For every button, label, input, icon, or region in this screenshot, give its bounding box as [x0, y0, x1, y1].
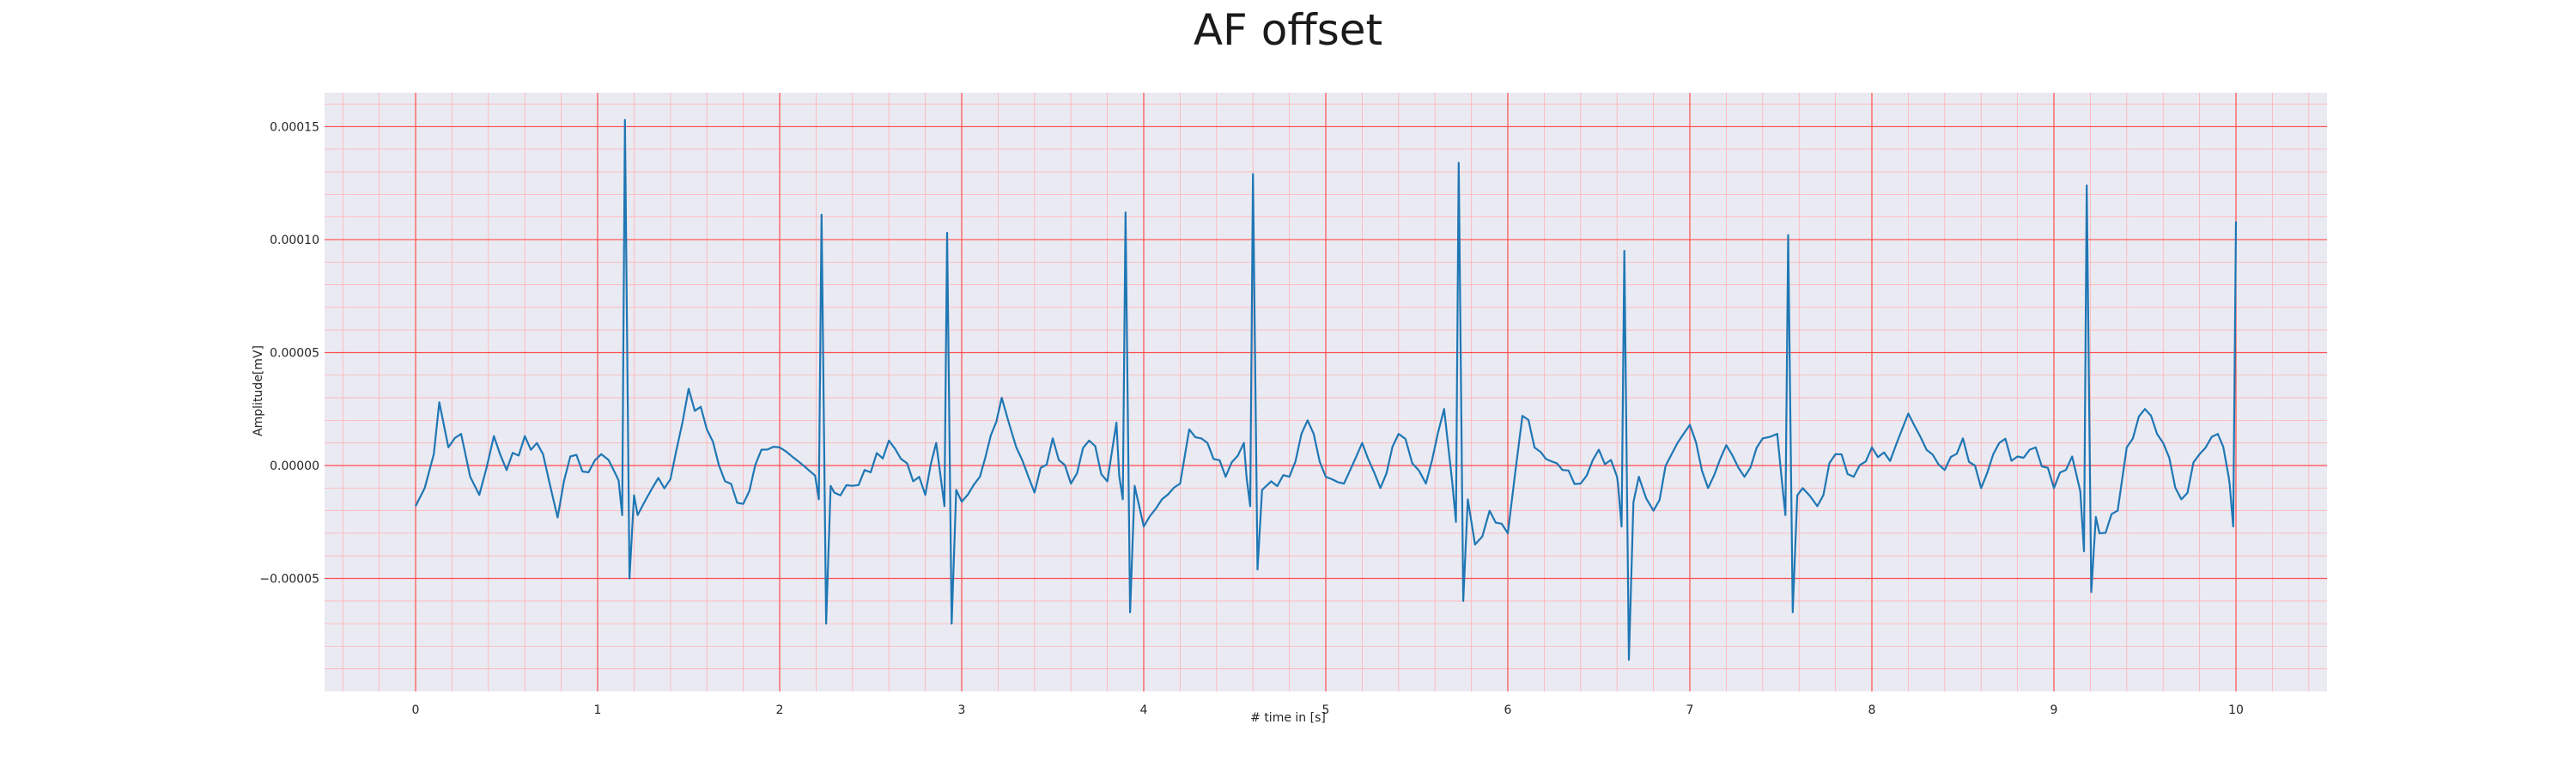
y-tick-label: 0.00005 [270, 346, 319, 360]
y-tick-label: 0.00010 [270, 234, 319, 247]
x-tick-label: 8 [1868, 703, 1876, 717]
x-tick-label: 10 [2228, 703, 2244, 717]
x-axis-ticks: 0 1 2 3 4 5 6 7 8 9 10 [412, 703, 2244, 717]
x-tick-label: 6 [1504, 703, 1512, 717]
x-tick-label: 9 [2050, 703, 2058, 717]
x-tick-label: 4 [1140, 703, 1148, 717]
y-axis-label: Amplitude[mV] [252, 345, 265, 436]
y-tick-label: 0.00015 [270, 120, 319, 134]
x-tick-label: 5 [1322, 703, 1330, 717]
x-tick-label: 0 [412, 703, 420, 717]
series-line-ecg [415, 119, 2238, 661]
chart-title: AF offset [1194, 5, 1382, 55]
x-tick-label: 3 [958, 703, 966, 717]
y-axis-ticks: −0.00005 0.00000 0.00005 0.00010 0.00015 [259, 120, 319, 586]
x-axis-label: # time in [s] [1250, 711, 1326, 725]
x-tick-label: 1 [594, 703, 602, 717]
x-tick-label: 2 [776, 703, 784, 717]
y-tick-label: 0.00000 [270, 460, 319, 473]
x-tick-label: 7 [1686, 703, 1694, 717]
y-tick-label: −0.00005 [259, 572, 319, 586]
major-grid [325, 93, 2327, 691]
